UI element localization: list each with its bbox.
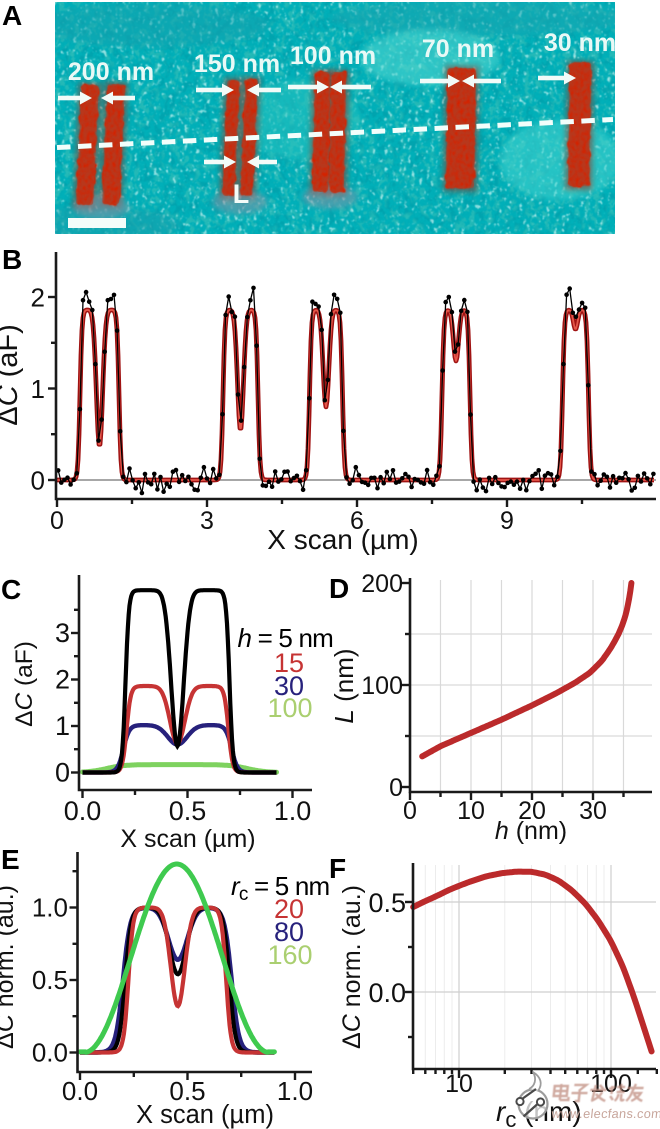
svg-text:C: C [1,574,21,605]
svg-text:30: 30 [579,797,607,825]
svg-text:h = 5 nm: h = 5 nm [237,623,333,653]
svg-text:20: 20 [518,797,546,825]
svg-text:ΔC (aF): ΔC (aF) [11,641,38,727]
svg-text:ΔC (aF): ΔC (aF) [0,324,24,426]
svg-text:2: 2 [55,665,70,695]
svg-text:30 nm: 30 nm [544,29,616,57]
svg-text:150 nm: 150 nm [194,50,280,78]
svg-text:100: 100 [267,693,312,723]
svg-text:100: 100 [361,672,403,700]
svg-text:B: B [2,244,22,275]
svg-text:0: 0 [389,774,403,802]
svg-text:0.0: 0.0 [64,796,102,826]
svg-text:F: F [329,853,346,884]
svg-text:rc = 5 nm: rc = 5 nm [231,871,329,905]
svg-text:70 nm: 70 nm [422,35,494,63]
svg-text:0: 0 [55,758,70,788]
svg-text:1.0: 1.0 [274,796,312,826]
svg-text:0.5: 0.5 [32,965,68,995]
svg-text:E: E [1,844,20,875]
svg-text:2: 2 [31,283,45,313]
svg-text:A: A [2,0,22,31]
svg-text:100 nm: 100 nm [290,42,376,70]
svg-text:200: 200 [361,570,403,598]
svg-text:160: 160 [267,940,312,970]
svg-text:1: 1 [55,711,70,741]
svg-text:0.5: 0.5 [169,1076,205,1106]
svg-text:D: D [329,573,349,604]
svg-text:10: 10 [445,1070,473,1098]
svg-text:1.0: 1.0 [277,1076,313,1106]
svg-text:3: 3 [200,507,214,535]
svg-text:h (nm): h (nm) [495,817,567,845]
svg-text:ΔC norm. (au.): ΔC norm. (au.) [0,885,19,1049]
svg-text:9: 9 [500,507,514,535]
svg-text:0.0: 0.0 [368,978,406,1008]
svg-text:6: 6 [350,507,364,535]
svg-text:30: 30 [274,671,304,701]
svg-text:0.5: 0.5 [169,796,207,826]
svg-text:X scan (µm): X scan (µm) [136,1101,274,1129]
svg-text:15: 15 [274,648,304,678]
svg-text:ΔC norm. (au.): ΔC norm. (au.) [338,885,366,1049]
svg-text:0: 0 [403,797,417,825]
svg-text:X scan (µm): X scan (µm) [267,524,418,555]
svg-text:0: 0 [31,466,45,496]
svg-text:L: L [233,179,250,209]
svg-text:3: 3 [55,618,70,648]
svg-text:20: 20 [274,894,304,924]
svg-text:10: 10 [457,797,485,825]
svg-text:0: 0 [50,507,64,535]
svg-text:www.elecfans.com: www.elecfans.com [550,1106,660,1121]
svg-text:X scan (µm): X scan (µm) [120,825,255,853]
svg-text:L (nm): L (nm) [329,648,359,723]
svg-text:0.0: 0.0 [62,1076,98,1106]
svg-text:80: 80 [274,917,304,947]
svg-text:0.5: 0.5 [368,888,406,918]
svg-text:0.0: 0.0 [32,1038,68,1068]
svg-text:1.0: 1.0 [32,893,68,923]
svg-text:1: 1 [31,374,45,404]
svg-text:200 nm: 200 nm [68,58,154,86]
